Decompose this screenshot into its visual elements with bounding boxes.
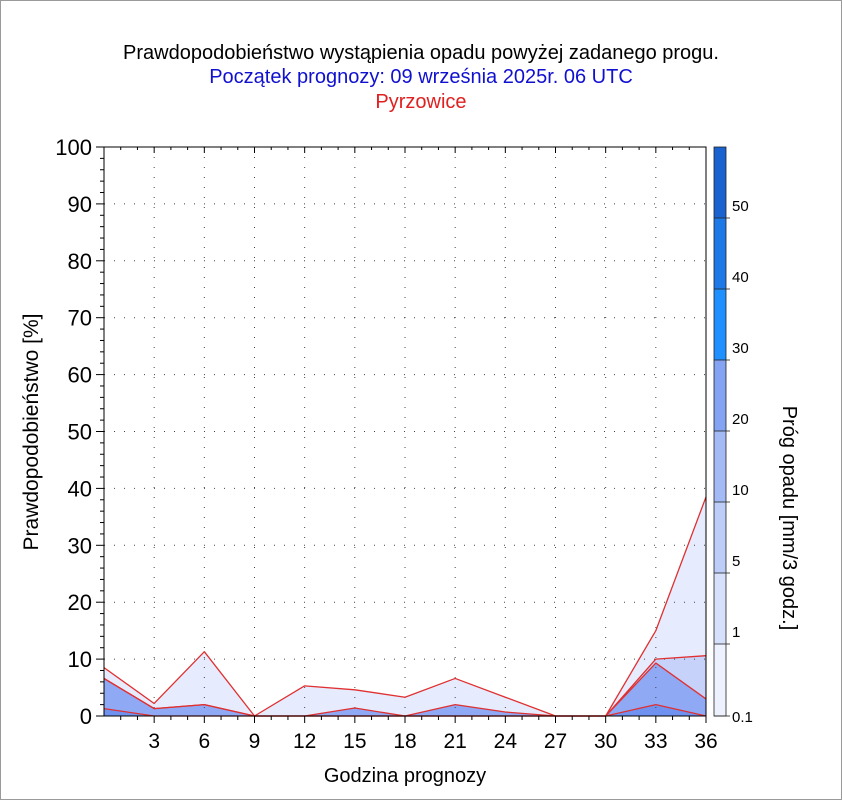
colorbar-segment — [714, 289, 726, 360]
colorbar-segment — [714, 147, 726, 218]
colorbar-tick-label: 5 — [732, 553, 740, 570]
colorbar-segment — [714, 644, 726, 716]
y-tick-label: 90 — [68, 192, 92, 217]
colorbar-tick-label: 30 — [732, 340, 749, 357]
colorbar-segment — [714, 218, 726, 289]
y-tick-label: 40 — [68, 476, 92, 501]
colorbar-segment — [714, 502, 726, 573]
colorbar-tick-label: 20 — [732, 411, 749, 428]
x-axis-label: Godzina prognozy — [324, 765, 486, 787]
y-tick-label: 30 — [68, 533, 92, 558]
colorbar-tick-label: 40 — [732, 269, 749, 286]
area-threshold-3 — [104, 704, 706, 716]
x-tick-label: 9 — [249, 730, 261, 753]
y-tick-label: 80 — [68, 249, 92, 274]
grid-lines — [104, 147, 706, 716]
chart-location: Pyrzowice — [375, 91, 467, 113]
x-tick-label: 36 — [694, 730, 717, 753]
y-tick-label: 0 — [80, 704, 92, 729]
colorbar-tick-label: 1 — [732, 624, 740, 641]
y-axis-label: Prawdopodobieństwo [%] — [20, 314, 43, 551]
x-tick-label: 18 — [393, 730, 416, 753]
x-tick-label: 24 — [494, 730, 518, 753]
colorbar-label: Próg opadu [mm/3 godz.] — [778, 406, 800, 631]
x-tick-label: 30 — [594, 730, 617, 753]
colorbar-segment — [714, 431, 726, 502]
x-tick-label: 6 — [198, 730, 210, 753]
area-threshold-0 — [104, 496, 706, 716]
chart-subtitle: Początek prognozy: 09 września 2025r. 06… — [209, 66, 633, 88]
y-tick-label: 10 — [68, 647, 92, 672]
x-tick-label: 15 — [343, 730, 366, 753]
x-tick-label: 27 — [544, 730, 567, 753]
x-tick-label: 12 — [293, 730, 316, 753]
colorbar-tick-label: 0.1 — [732, 709, 753, 726]
y-tick-label: 60 — [68, 363, 92, 388]
axes — [96, 146, 707, 723]
y-tick-label: 70 — [68, 306, 92, 331]
colorbar-segment — [714, 573, 726, 644]
y-tick-label: 100 — [55, 135, 92, 160]
y-tick-label: 20 — [68, 590, 92, 615]
y-tick-label: 50 — [68, 420, 92, 445]
chart-title: Prawdopodobieństwo wystąpienia opadu pow… — [123, 42, 719, 64]
colorbar-segment — [714, 360, 726, 431]
x-tick-label: 33 — [644, 730, 667, 753]
colorbar-tick-label: 10 — [732, 482, 749, 499]
colorbar-tick-label: 50 — [732, 198, 749, 215]
x-tick-label: 21 — [443, 730, 466, 753]
threshold-areas — [104, 496, 706, 716]
x-tick-label: 3 — [148, 730, 160, 753]
threshold-colorbar: 0.1 1 5 10 20 30 40 50 — [713, 146, 753, 726]
